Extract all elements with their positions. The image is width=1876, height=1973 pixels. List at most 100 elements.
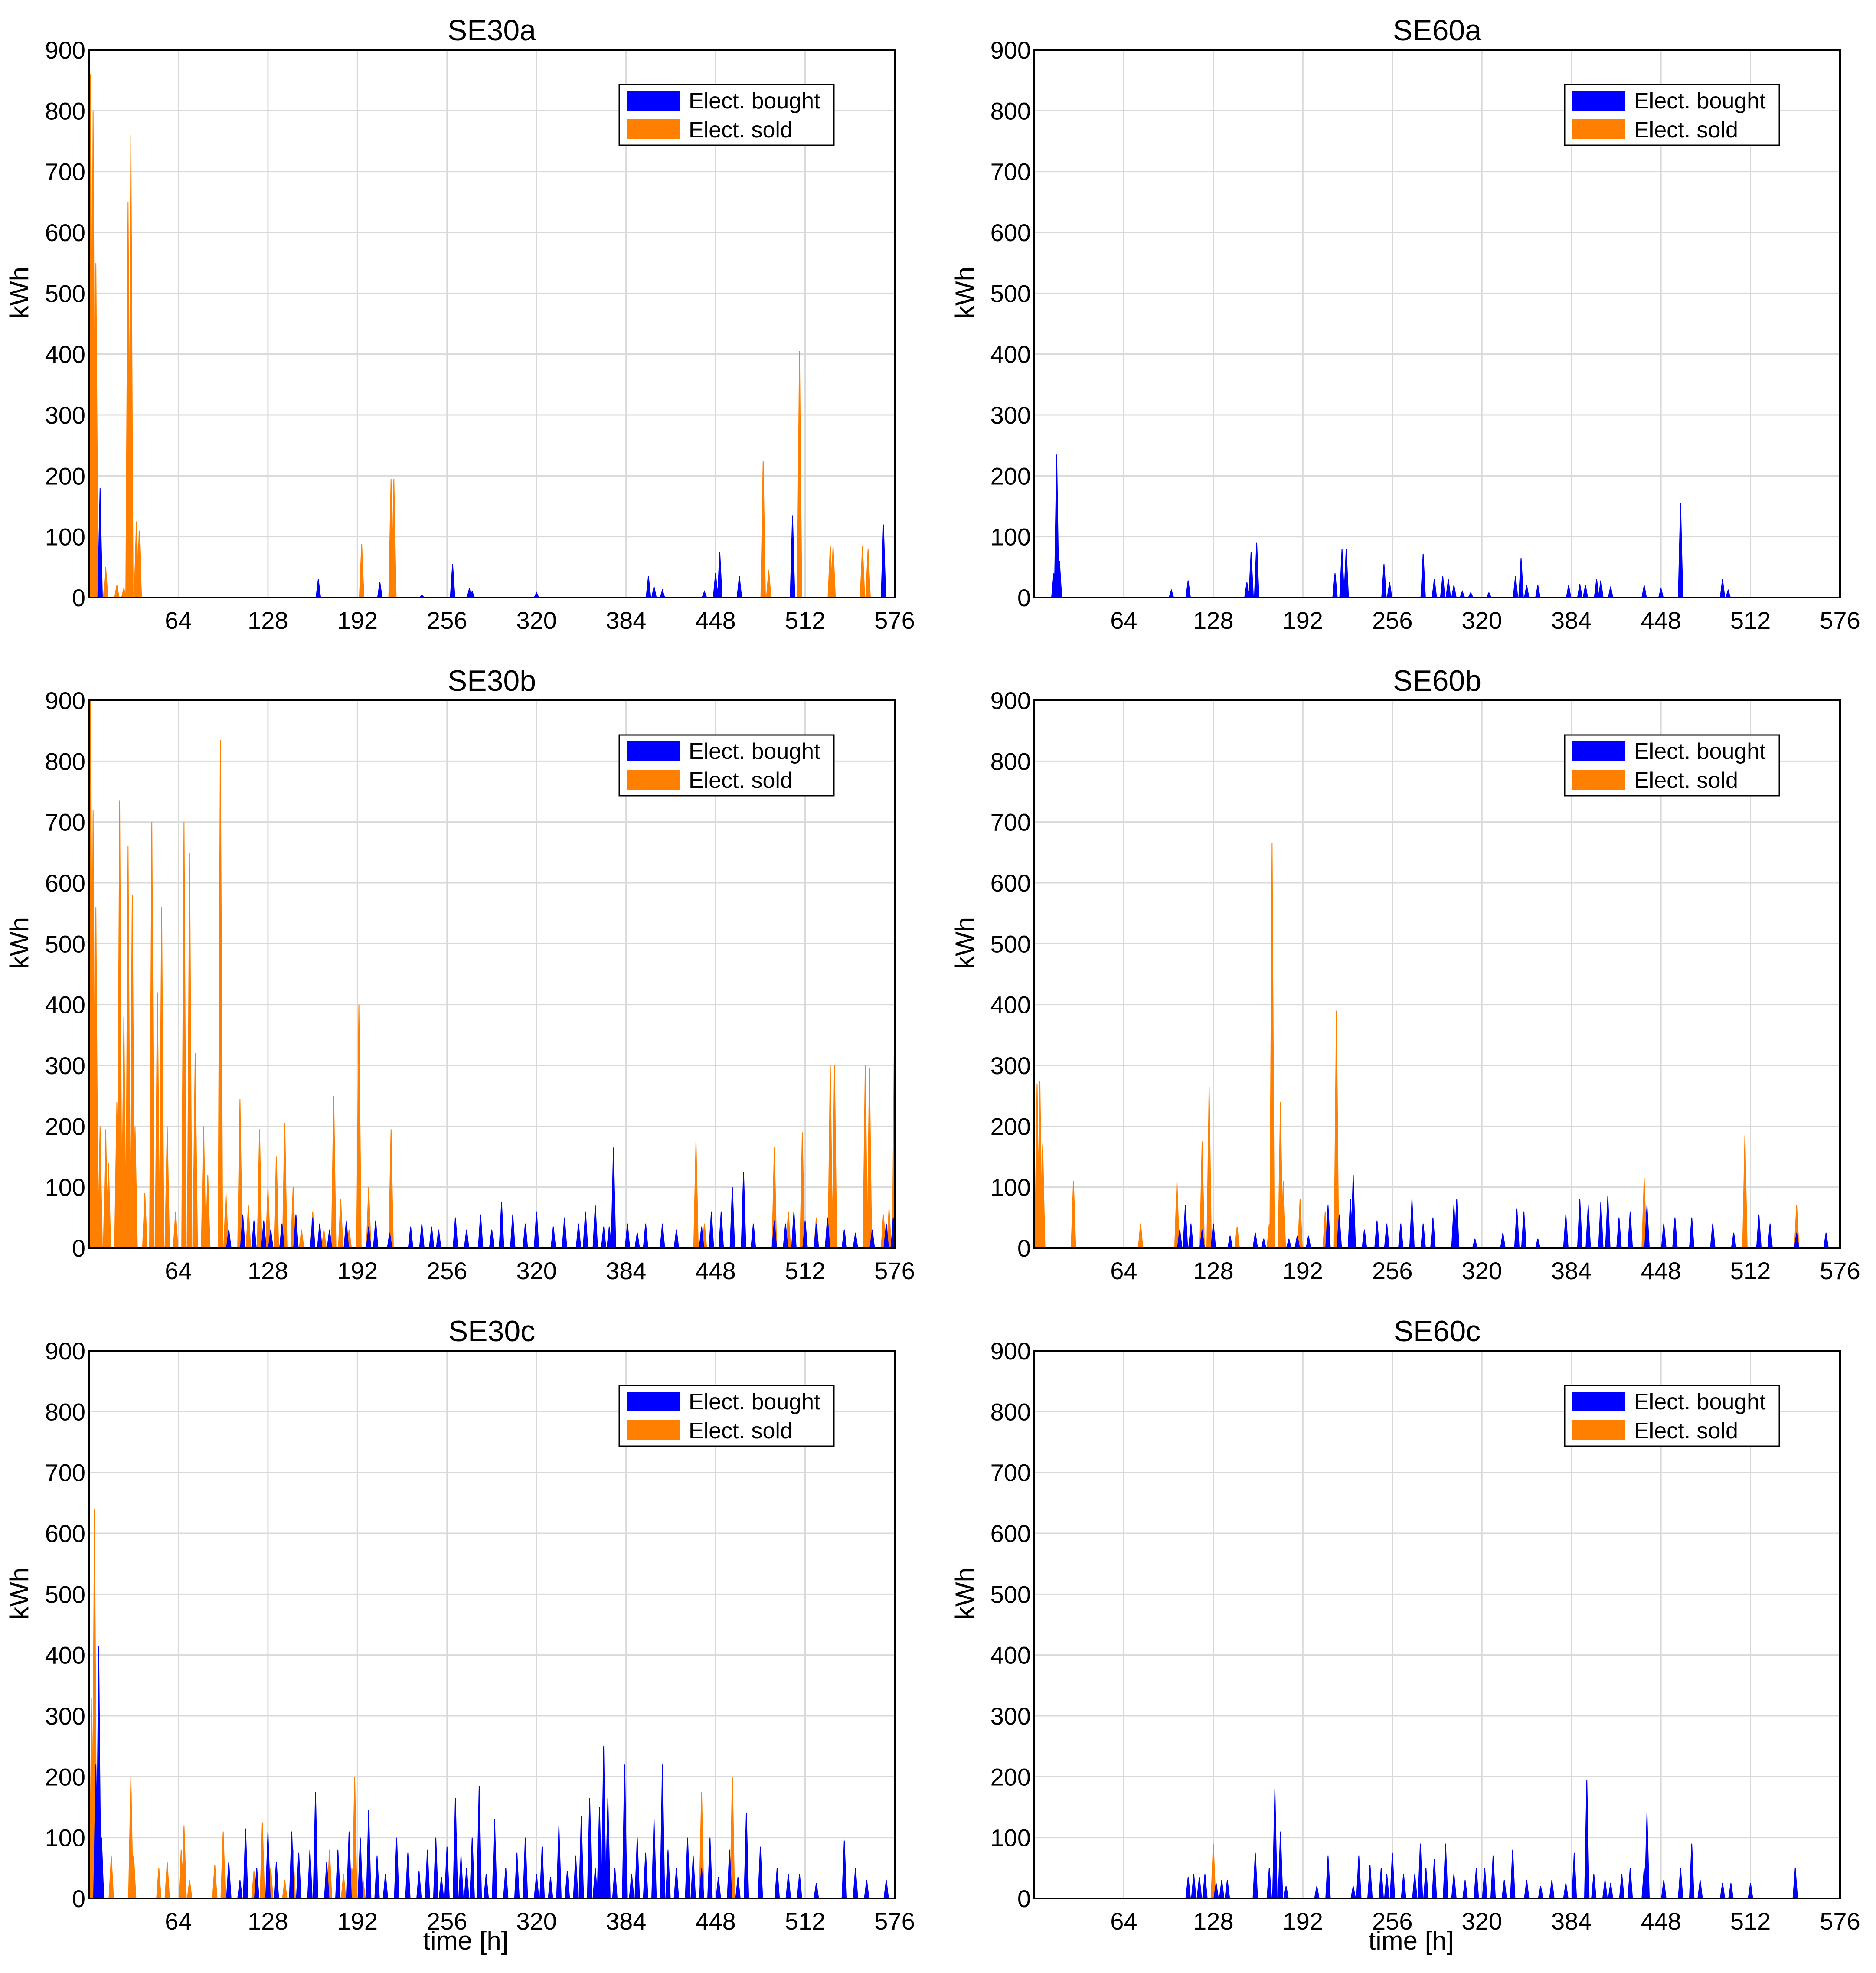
chart-panel-se60a: 64 128 192 256 320 384 448 512 576 0 100 200 300 400 5… [950,14,1860,634]
x-tick-label: 576 [1820,1257,1860,1284]
x-axis-label: time [h] [423,1926,509,1955]
x-tick-label: 64 [1110,1257,1137,1284]
x-tick-label: 256 [427,1257,467,1284]
y-tick-label: 900 [990,1337,1031,1365]
legend-swatch-sold [1572,1420,1625,1440]
y-tick-label: 600 [990,869,1031,897]
y-tick-label: 100 [45,523,85,551]
legend-label-bought: Elect. bought [689,1389,820,1414]
y-axis-label: kWh [5,917,34,969]
y-tick-label: 400 [990,1642,1031,1669]
y-tick-label: 900 [45,1337,85,1365]
y-tick-label: 900 [45,36,85,64]
x-tick-label: 384 [1551,1908,1592,1935]
legend-label-sold: Elect. sold [1634,1418,1738,1444]
x-tick-label: 320 [516,607,557,634]
y-tick-label: 700 [45,1459,85,1486]
x-tick-label: 128 [1193,1257,1233,1284]
y-tick-label: 0 [1017,584,1031,611]
plot-frame [1033,699,1841,1249]
plot-frame [88,699,896,1249]
y-tick-label: 100 [990,1824,1031,1852]
y-axis-label: kWh [5,267,34,319]
legend-label-bought: Elect. bought [1634,1389,1766,1414]
y-tick-label: 400 [45,1642,85,1669]
x-axis-label: time [h] [1369,1926,1454,1955]
chart-panel-se30b: 64 128 192 256 320 384 448 512 576 0 100 200 300 400 5… [5,664,915,1284]
x-tick-label: 512 [1730,1908,1771,1935]
legend-swatch-sold [1572,770,1625,790]
y-tick-label: 300 [45,1702,85,1730]
y-tick-label: 800 [990,1398,1031,1425]
legend: Elect. bought Elect. sold [1564,734,1780,797]
legend-swatch-sold [1572,119,1625,139]
legend-label-bought: Elect. bought [689,88,820,114]
plot-frame [88,49,896,598]
y-tick-label: 700 [45,809,85,836]
x-tick-label: 320 [1462,607,1502,634]
y-tick-label: 600 [990,1520,1031,1547]
legend-label-sold: Elect. sold [689,1418,793,1444]
chart-panel-se30a: 64 128 192 256 320 384 448 512 576 0 100 200 300 400 5… [5,14,915,634]
y-tick-label: 300 [990,1052,1031,1079]
x-tick-label: 192 [1283,1257,1323,1284]
x-tick-label: 320 [1462,1257,1502,1284]
y-axis-label: kWh [950,917,979,969]
y-tick-label: 700 [990,1459,1031,1486]
x-tick-label: 576 [1820,1908,1860,1935]
x-tick-label: 256 [1372,607,1412,634]
y-tick-label: 300 [45,1052,85,1079]
legend-label-sold: Elect. sold [689,768,793,793]
y-tick-label: 500 [45,930,85,957]
y-tick-label: 100 [990,523,1031,551]
x-tick-label: 256 [427,1908,467,1935]
x-tick-label: 384 [606,1908,646,1935]
panels: 64 128 192 256 320 384 448 512 576 0 100 200 300 400 5… [5,14,1860,1955]
x-tick-label: 64 [165,607,192,634]
y-tick-label: 700 [990,158,1031,186]
chart-panel-se60c: 64 128 192 256 320 384 448 512 576 0 100 200 300 400 5… [950,1315,1860,1955]
y-tick-label: 200 [990,1763,1031,1790]
x-tick-label: 128 [248,1908,288,1935]
legend-swatch-sold [627,770,680,790]
y-tick-label: 500 [990,930,1031,957]
x-tick-label: 64 [1110,607,1137,634]
chart-title: SE30a [448,14,536,47]
x-tick-label: 64 [1110,1908,1137,1935]
x-tick-label: 128 [248,1257,288,1284]
x-tick-label: 384 [1551,1257,1592,1284]
chart-panel-se30c: 64 128 192 256 320 384 448 512 576 0 100 200 300 400 5… [5,1315,915,1955]
legend-label-bought: Elect. bought [1634,739,1766,764]
x-tick-label: 192 [337,607,378,634]
legend: Elect. bought Elect. sold [618,84,835,146]
x-tick-label: 128 [1193,607,1233,634]
x-tick-label: 64 [165,1257,192,1284]
x-tick-label: 320 [516,1257,557,1284]
y-tick-label: 600 [45,869,85,897]
y-tick-label: 900 [990,687,1031,714]
chart-title: SE30c [448,1315,535,1348]
x-tick-label: 320 [516,1908,557,1935]
legend-label-bought: Elect. bought [1634,88,1766,114]
y-tick-label: 600 [45,1520,85,1547]
x-tick-label: 448 [695,1257,735,1284]
legend-swatch-sold [627,1420,680,1440]
legend: Elect. bought Elect. sold [618,1385,835,1447]
y-tick-label: 0 [1017,1885,1031,1912]
x-tick-label: 448 [695,1908,735,1935]
chart-title: SE30b [448,664,536,697]
y-tick-label: 800 [45,97,85,124]
y-tick-label: 600 [990,219,1031,246]
x-tick-label: 512 [1730,607,1771,634]
y-tick-label: 900 [45,687,85,714]
y-tick-label: 900 [990,36,1031,64]
y-tick-label: 0 [72,1235,85,1262]
x-tick-label: 256 [1372,1908,1412,1935]
y-tick-label: 800 [990,748,1031,775]
legend-swatch-bought [627,741,680,761]
y-tick-label: 200 [990,462,1031,490]
y-tick-label: 500 [990,280,1031,307]
legend-label-sold: Elect. sold [1634,768,1738,793]
x-tick-label: 128 [1193,1908,1233,1935]
